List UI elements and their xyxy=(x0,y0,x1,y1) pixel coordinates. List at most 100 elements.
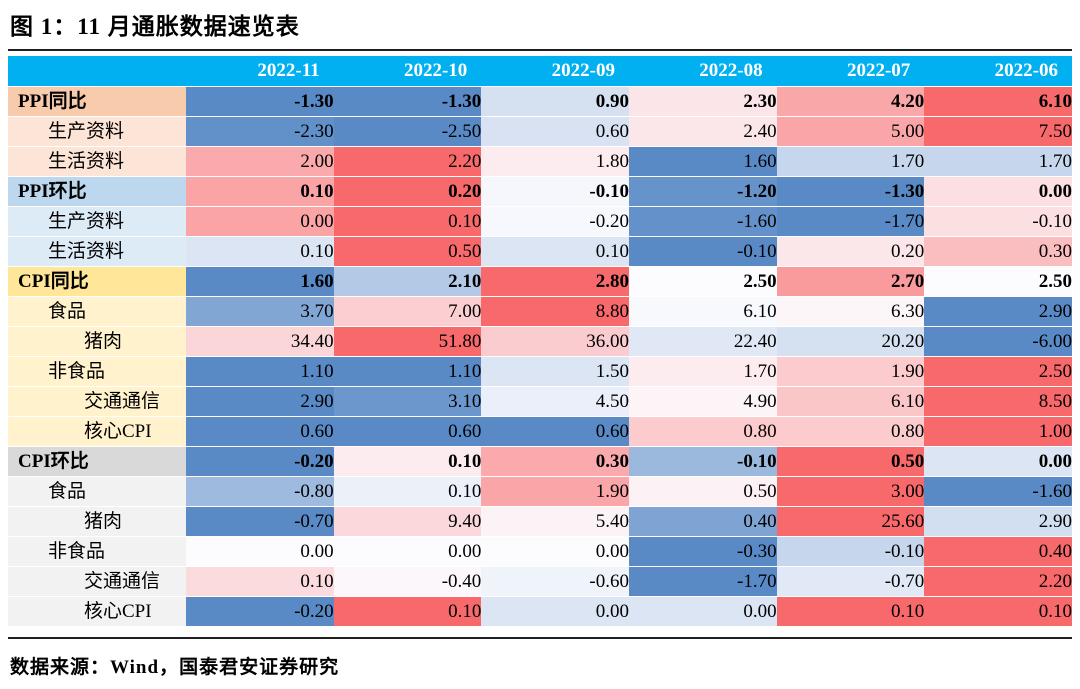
table-row: 食品 3.70 7.00 8.80 6.10 6.30 2.90 xyxy=(8,296,1072,327)
table-row: 食品 -0.80 0.10 1.90 0.50 3.00 -1.60 xyxy=(8,476,1072,507)
value-cell: 8.50 xyxy=(924,386,1072,417)
value-cell: 0.30 xyxy=(924,236,1072,267)
value-cell: -6.00 xyxy=(924,326,1072,357)
value-cell: -1.60 xyxy=(924,476,1072,507)
value-cell: -0.80 xyxy=(186,476,334,507)
value-cell: 0.20 xyxy=(776,236,925,267)
value-cell: 2.00 xyxy=(186,146,334,177)
table-row: 非食品 0.00 0.00 0.00 -0.30 -0.10 0.40 xyxy=(8,536,1072,567)
data-source: 数据来源：Wind，国泰君安证券研究 xyxy=(10,657,340,678)
value-cell: 9.40 xyxy=(333,506,482,537)
value-cell: 34.40 xyxy=(186,326,334,357)
column-header: 2022-10 xyxy=(333,56,482,87)
value-cell: 7.00 xyxy=(333,296,482,327)
row-label: 猪肉 xyxy=(8,506,186,537)
value-cell: 2.50 xyxy=(924,356,1072,387)
column-header: 2022-11 xyxy=(186,56,334,87)
column-header: 2022-06 xyxy=(924,56,1072,87)
row-label: 非食品 xyxy=(8,536,186,567)
table-row: 非食品 1.10 1.10 1.50 1.70 1.90 2.50 xyxy=(8,356,1072,387)
value-cell: 1.90 xyxy=(481,476,629,507)
value-cell: -1.30 xyxy=(776,176,925,207)
value-cell: 0.10 xyxy=(186,236,334,267)
value-cell: 0.80 xyxy=(776,416,925,447)
table-row: 生活资料 0.10 0.50 0.10 -0.10 0.20 0.30 xyxy=(8,236,1072,267)
row-label: 生活资料 xyxy=(8,236,186,267)
table-row: 生产资料 -2.30 -2.50 0.60 2.40 5.00 7.50 xyxy=(8,116,1072,147)
row-label: 核心CPI xyxy=(8,596,186,627)
table-row: PPI同比 -1.30 -1.30 0.90 2.30 4.20 6.10 xyxy=(8,86,1072,117)
row-label: 交通通信 xyxy=(8,386,186,417)
value-cell: 2.10 xyxy=(333,266,482,297)
top-divider xyxy=(8,49,1072,51)
row-label: CPI同比 xyxy=(8,266,186,297)
value-cell: 2.20 xyxy=(333,146,482,177)
value-cell: 25.60 xyxy=(776,506,925,537)
value-cell: 1.10 xyxy=(333,356,482,387)
value-cell: 1.60 xyxy=(628,146,777,177)
value-cell: 51.80 xyxy=(333,326,482,357)
value-cell: 2.50 xyxy=(924,266,1072,297)
table-row: 交通通信 2.90 3.10 4.50 4.90 6.10 8.50 xyxy=(8,386,1072,417)
value-cell: 0.10 xyxy=(333,476,482,507)
value-cell: -0.20 xyxy=(186,596,334,627)
value-cell: 0.50 xyxy=(776,446,925,477)
table-corner-cell xyxy=(8,56,186,87)
table-row: CPI环比 -0.20 0.10 0.30 -0.10 0.50 0.00 xyxy=(8,446,1072,477)
value-cell: 2.90 xyxy=(924,506,1072,537)
value-cell: 0.00 xyxy=(186,536,334,567)
value-cell: 0.60 xyxy=(333,416,482,447)
value-cell: 8.80 xyxy=(481,296,629,327)
figure-title: 图 1：11 月通胀数据速览表 xyxy=(10,14,300,39)
value-cell: -0.30 xyxy=(628,536,777,567)
table-row: 猪肉 34.40 51.80 36.00 22.40 20.20 -6.00 xyxy=(8,326,1072,357)
column-header: 2022-08 xyxy=(628,56,777,87)
value-cell: -2.50 xyxy=(333,116,482,147)
table-row: 核心CPI -0.20 0.10 0.00 0.00 0.10 0.10 xyxy=(8,596,1072,627)
value-cell: 3.10 xyxy=(333,386,482,417)
row-label: 非食品 xyxy=(8,356,186,387)
value-cell: 7.50 xyxy=(924,116,1072,147)
row-label: PPI同比 xyxy=(8,86,186,117)
table-header-row: 2022-11 2022-10 2022-09 2022-08 2022-07 2022-… xyxy=(8,56,1072,87)
value-cell: -0.20 xyxy=(186,446,334,477)
table-row: 生活资料 2.00 2.20 1.80 1.60 1.70 1.70 xyxy=(8,146,1072,177)
value-cell: 3.70 xyxy=(186,296,334,327)
value-cell: 1.70 xyxy=(776,146,925,177)
value-cell: 0.10 xyxy=(481,236,629,267)
value-cell: 5.40 xyxy=(481,506,629,537)
value-cell: -2.30 xyxy=(186,116,334,147)
row-label: 食品 xyxy=(8,476,186,507)
row-label: 核心CPI xyxy=(8,416,186,447)
table-row: 猪肉 -0.70 9.40 5.40 0.40 25.60 2.90 xyxy=(8,506,1072,537)
value-cell: 0.00 xyxy=(481,596,629,627)
value-cell: 1.10 xyxy=(186,356,334,387)
value-cell: 0.10 xyxy=(186,176,334,207)
value-cell: 2.50 xyxy=(628,266,777,297)
row-label: 生产资料 xyxy=(8,116,186,147)
value-cell: 2.80 xyxy=(481,266,629,297)
value-cell: -0.10 xyxy=(481,176,629,207)
table-row: 核心CPI 0.60 0.60 0.60 0.80 0.80 1.00 xyxy=(8,416,1072,447)
row-label: CPI环比 xyxy=(8,446,186,477)
value-cell: 0.80 xyxy=(628,416,777,447)
value-cell: -1.20 xyxy=(628,176,777,207)
value-cell: 1.70 xyxy=(628,356,777,387)
value-cell: -0.70 xyxy=(776,566,925,597)
value-cell: 2.30 xyxy=(628,86,777,117)
value-cell: 0.00 xyxy=(924,176,1072,207)
value-cell: 0.60 xyxy=(186,416,334,447)
value-cell: 0.10 xyxy=(333,206,482,237)
value-cell: 4.90 xyxy=(628,386,777,417)
row-label: 食品 xyxy=(8,296,186,327)
value-cell: 2.20 xyxy=(924,566,1072,597)
value-cell: 22.40 xyxy=(628,326,777,357)
value-cell: 2.70 xyxy=(776,266,925,297)
value-cell: 0.20 xyxy=(333,176,482,207)
value-cell: 0.00 xyxy=(628,596,777,627)
value-cell: 6.10 xyxy=(924,86,1072,117)
value-cell: 0.10 xyxy=(333,446,482,477)
value-cell: -1.70 xyxy=(628,566,777,597)
value-cell: -0.70 xyxy=(186,506,334,537)
table-body: PPI同比 -1.30 -1.30 0.90 2.30 4.20 6.10 生产资料 -2.30… xyxy=(8,86,1072,627)
